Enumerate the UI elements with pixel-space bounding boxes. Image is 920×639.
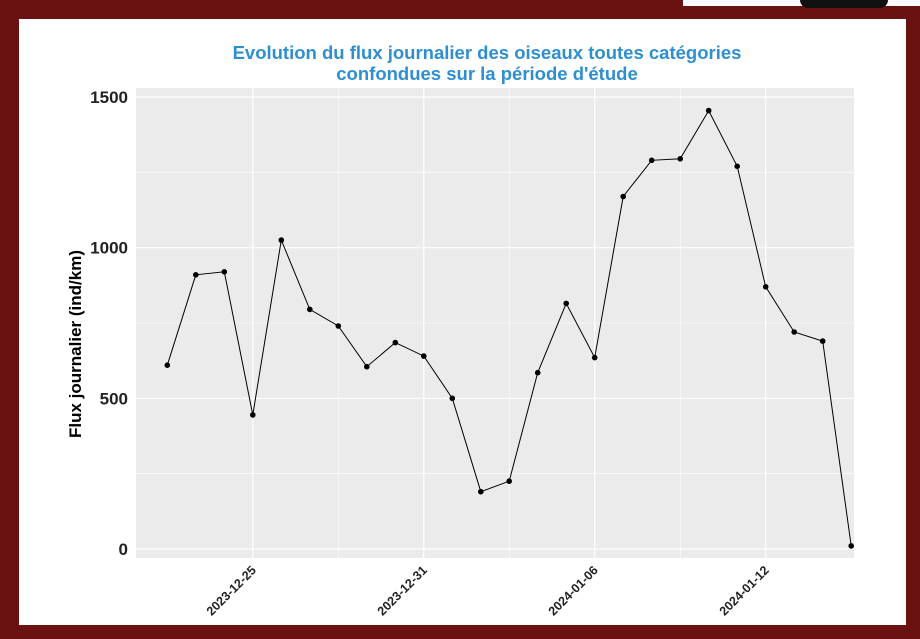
x-tick-labels: 2023-12-25 2023-12-31 2024-01-06 2024-01-12 bbox=[204, 563, 772, 618]
data-point bbox=[563, 300, 569, 307]
line-chart: Evolution du flux journalier des oiseaux… bbox=[66, 42, 854, 618]
data-point bbox=[791, 329, 797, 335]
data-point bbox=[762, 284, 769, 290]
y-axis-label: Flux journalier (ind/km) bbox=[66, 250, 85, 438]
data-point bbox=[620, 193, 626, 200]
data-point bbox=[221, 269, 228, 275]
data-point bbox=[648, 157, 655, 164]
y-tick-label: 1000 bbox=[90, 239, 128, 258]
data-point bbox=[819, 338, 826, 344]
x-tick-label: 2023-12-31 bbox=[375, 563, 430, 618]
data-point bbox=[307, 306, 313, 313]
corner-tab bbox=[800, 0, 888, 8]
chart-title: Evolution du flux journalier des oiseaux… bbox=[233, 42, 742, 63]
data-point bbox=[364, 363, 370, 370]
grid-layer bbox=[136, 88, 854, 558]
data-point bbox=[734, 163, 740, 170]
data-point bbox=[677, 156, 683, 162]
y-tick-label: 1500 bbox=[90, 88, 128, 107]
x-tick-label: 2024-01-06 bbox=[546, 563, 601, 618]
y-tick-label: 0 bbox=[119, 540, 128, 559]
x-tick-label: 2023-12-25 bbox=[204, 563, 259, 618]
data-point bbox=[478, 488, 484, 495]
chart-panel: Evolution du flux journalier des oiseaux… bbox=[19, 19, 906, 625]
data-point bbox=[848, 543, 854, 549]
data-point bbox=[278, 237, 285, 243]
data-point bbox=[449, 395, 456, 402]
chart-subtitle: confondues sur la période d'étude bbox=[336, 63, 637, 84]
data-point bbox=[164, 362, 171, 369]
series-layer bbox=[164, 107, 854, 549]
y-tick-labels: 0 500 1000 1500 bbox=[90, 88, 128, 559]
y-tick-label: 500 bbox=[100, 389, 128, 408]
data-point bbox=[421, 353, 427, 359]
data-point bbox=[193, 272, 199, 278]
x-tick-label: 2024-01-12 bbox=[717, 563, 772, 618]
data-point bbox=[534, 369, 541, 376]
data-point bbox=[335, 323, 342, 329]
data-point bbox=[250, 412, 256, 418]
data-point bbox=[506, 478, 512, 485]
data-point bbox=[591, 354, 598, 361]
data-point bbox=[392, 339, 399, 346]
data-point bbox=[705, 107, 712, 114]
